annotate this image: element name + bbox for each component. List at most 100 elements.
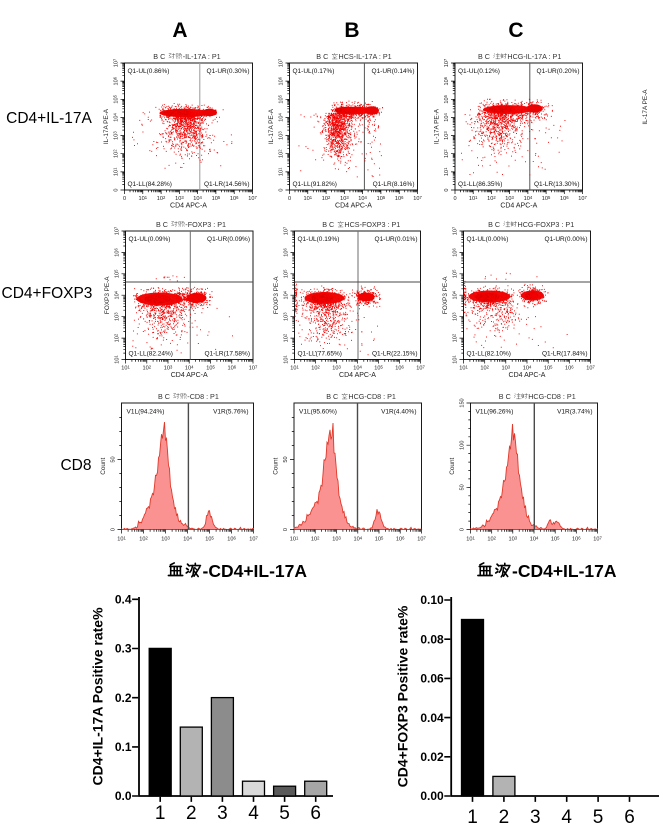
svg-text:V1R(5.76%): V1R(5.76%): [213, 409, 248, 416]
svg-text:104: 104: [183, 535, 192, 542]
svg-text:105: 105: [542, 195, 551, 202]
svg-text:106: 106: [396, 535, 405, 542]
svg-text:Q1-UL(0.12%): Q1-UL(0.12%): [458, 68, 500, 75]
svg-text:0.3: 0.3: [115, 642, 132, 656]
svg-text:106: 106: [228, 364, 237, 371]
svg-text:103: 103: [443, 131, 450, 140]
svg-text:103: 103: [277, 131, 284, 140]
svg-text:101: 101: [117, 535, 126, 542]
svg-text:0.10: 0.10: [420, 593, 444, 607]
svg-text:C: C: [508, 19, 523, 42]
svg-text:103: 103: [332, 364, 341, 371]
svg-text:Q1-LL(84.28%): Q1-LL(84.28%): [128, 181, 172, 188]
svg-text:104: 104: [523, 364, 532, 371]
svg-text:HCS-IL-17A : P1: HCS-IL-17A : P1: [339, 52, 392, 61]
svg-text:HCS-FOXP3 : P1: HCS-FOXP3 : P1: [344, 220, 400, 229]
svg-text:0.06: 0.06: [420, 672, 444, 686]
svg-text:104: 104: [277, 112, 284, 121]
svg-text:B C: B C: [316, 52, 328, 61]
svg-text:V1L(94.24%): V1L(94.24%): [127, 409, 165, 416]
svg-text:106: 106: [451, 247, 458, 256]
svg-text:B C: B C: [326, 392, 338, 401]
svg-text:Q1-UR(0.30%): Q1-UR(0.30%): [207, 68, 250, 75]
svg-text:0.4: 0.4: [115, 593, 132, 607]
svg-text:102: 102: [480, 364, 489, 371]
svg-text:CD4+IL-17A Positive rate%: CD4+IL-17A Positive rate%: [90, 607, 106, 786]
svg-text:Q1-UL(0.00%): Q1-UL(0.00%): [467, 236, 509, 243]
svg-text:106: 106: [113, 247, 120, 256]
svg-text:CD4 APC-A: CD4 APC-A: [339, 372, 376, 379]
svg-text:105: 105: [282, 269, 289, 278]
svg-text:Q1-LR(17.58%): Q1-LR(17.58%): [204, 351, 250, 358]
svg-text:-CD4+IL-17A: -CD4+IL-17A: [203, 561, 308, 581]
svg-text:B C: B C: [322, 220, 334, 229]
svg-text:V1L(95.60%): V1L(95.60%): [299, 409, 337, 416]
svg-text:104: 104: [451, 290, 458, 299]
svg-text:IL-17A PE-A: IL-17A PE-A: [642, 89, 649, 125]
svg-text:B: B: [344, 19, 359, 42]
svg-text:101: 101: [304, 195, 313, 202]
svg-text:104: 104: [282, 290, 289, 299]
svg-text:50: 50: [283, 456, 289, 462]
svg-text:4: 4: [561, 807, 572, 828]
svg-text:105: 105: [544, 364, 553, 371]
svg-text:CD4 APC-A: CD4 APC-A: [170, 203, 207, 210]
svg-text:101: 101: [451, 355, 458, 364]
svg-text:Q1-LL(86.35%): Q1-LL(86.35%): [458, 181, 502, 188]
svg-text:Count: Count: [449, 458, 456, 475]
svg-text:Count: Count: [100, 458, 107, 475]
svg-text:103: 103: [505, 195, 514, 202]
svg-text:0.04: 0.04: [420, 711, 444, 725]
svg-text:0.00: 0.00: [420, 789, 444, 803]
svg-text:Q1-UL(0.17%): Q1-UL(0.17%): [293, 68, 335, 75]
svg-text:0: 0: [444, 188, 450, 191]
svg-text:-CD4+IL-17A: -CD4+IL-17A: [512, 561, 617, 581]
svg-text:102: 102: [487, 535, 496, 542]
svg-text:103: 103: [175, 195, 184, 202]
svg-text:0.02: 0.02: [420, 750, 444, 764]
svg-text:B C: B C: [488, 220, 500, 229]
svg-text:105: 105: [551, 535, 560, 542]
svg-text:101: 101: [282, 355, 289, 364]
svg-text:101: 101: [113, 355, 120, 364]
svg-text:Q1-LR(14.56%): Q1-LR(14.56%): [204, 181, 250, 188]
svg-text:CD4+FOXP3: CD4+FOXP3: [2, 285, 93, 302]
svg-text:103: 103: [161, 535, 170, 542]
svg-text:102: 102: [277, 149, 284, 158]
svg-text:106: 106: [560, 195, 569, 202]
svg-text:3: 3: [217, 803, 228, 824]
svg-text:3: 3: [530, 807, 541, 828]
svg-text:FOXP3 PE-A: FOXP3 PE-A: [442, 276, 449, 314]
svg-text:0: 0: [288, 196, 291, 202]
svg-text:5: 5: [593, 807, 604, 828]
svg-text:105: 105: [375, 535, 384, 542]
svg-text:107: 107: [248, 195, 257, 202]
svg-text:HCG-CD8 : P1: HCG-CD8 : P1: [348, 392, 396, 401]
svg-text:B C: B C: [478, 52, 490, 61]
svg-text:107: 107: [416, 364, 425, 371]
svg-text:FOXP3 PE-A: FOXP3 PE-A: [104, 276, 111, 314]
svg-text:Q1-UL(0.86%): Q1-UL(0.86%): [128, 68, 170, 75]
svg-text:107: 107: [113, 226, 120, 235]
svg-text:102: 102: [157, 195, 166, 202]
svg-text:107: 107: [249, 535, 258, 542]
svg-text:0.2: 0.2: [115, 691, 132, 705]
svg-text:IL-17A PE-A: IL-17A PE-A: [103, 108, 110, 144]
svg-text:106: 106: [443, 76, 450, 85]
svg-text:-IL-17A : P1: -IL-17A : P1: [183, 52, 221, 61]
svg-text:102: 102: [311, 364, 320, 371]
svg-text:104: 104: [112, 112, 119, 121]
svg-text:100: 100: [460, 440, 466, 449]
svg-text:0.0: 0.0: [115, 789, 132, 803]
svg-text:103: 103: [509, 535, 518, 542]
svg-text:6: 6: [624, 807, 635, 828]
svg-text:HCG-FOXP3 : P1: HCG-FOXP3 : P1: [518, 220, 575, 229]
svg-text:104: 104: [354, 535, 363, 542]
svg-text:101: 101: [290, 535, 299, 542]
svg-text:103: 103: [502, 364, 511, 371]
svg-text:107: 107: [277, 58, 284, 67]
svg-text:106: 106: [395, 364, 404, 371]
svg-text:105: 105: [377, 195, 386, 202]
svg-text:0: 0: [279, 188, 285, 191]
svg-text:B C: B C: [156, 220, 168, 229]
